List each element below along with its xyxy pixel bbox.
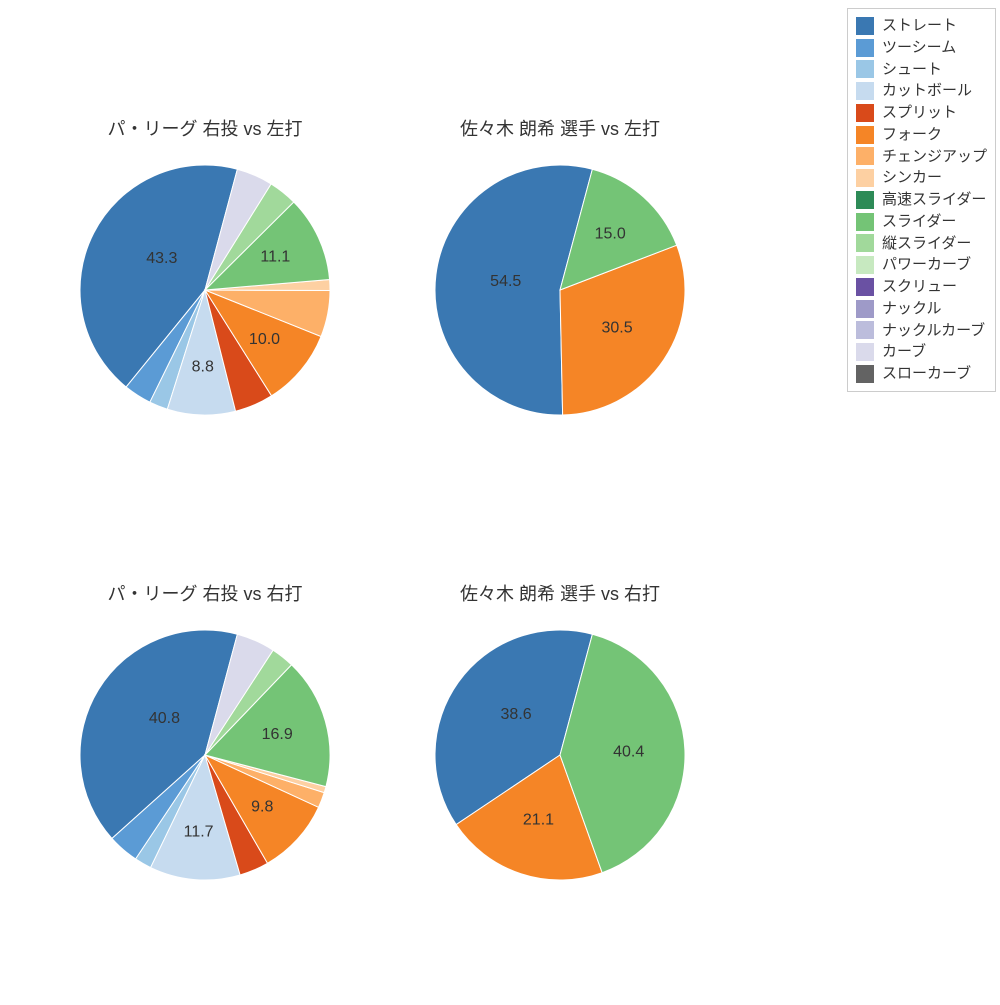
legend-item: 高速スライダー xyxy=(856,189,987,211)
legend-item: スローカーブ xyxy=(856,363,987,385)
legend-item: スプリット xyxy=(856,102,987,124)
legend: ストレートツーシームシュートカットボールスプリットフォークチェンジアップシンカー… xyxy=(847,8,996,392)
pie-slice-label: 11.1 xyxy=(260,249,290,266)
title-tl: パ・リーグ 右投 vs 左打 xyxy=(55,115,355,141)
legend-swatch xyxy=(856,365,874,383)
legend-swatch xyxy=(856,17,874,35)
pie-slice-label: 8.8 xyxy=(192,359,214,376)
pie-slice-label: 10.0 xyxy=(249,331,280,348)
title-bl: パ・リーグ 右投 vs 右打 xyxy=(55,580,355,606)
legend-label: チェンジアップ xyxy=(882,146,987,168)
legend-item: ナックル xyxy=(856,298,987,320)
legend-swatch xyxy=(856,213,874,231)
legend-label: ナックルカーブ xyxy=(882,320,985,342)
legend-swatch xyxy=(856,126,874,144)
legend-swatch xyxy=(856,169,874,187)
legend-item: チェンジアップ xyxy=(856,146,987,168)
legend-label: 縦スライダー xyxy=(882,233,971,255)
legend-item: カーブ xyxy=(856,341,987,363)
legend-swatch xyxy=(856,343,874,361)
legend-swatch xyxy=(856,300,874,318)
pie-slice-label: 15.0 xyxy=(595,225,626,242)
legend-label: ツーシーム xyxy=(882,37,956,59)
legend-label: シンカー xyxy=(882,167,942,189)
legend-label: ストレート xyxy=(882,15,957,37)
legend-item: パワーカーブ xyxy=(856,254,987,276)
legend-label: 高速スライダー xyxy=(882,189,986,211)
pie-slice-label: 21.1 xyxy=(523,812,554,829)
legend-swatch xyxy=(856,278,874,296)
pie-slice-label: 30.5 xyxy=(601,320,632,337)
legend-label: パワーカーブ xyxy=(882,254,971,276)
legend-item: スライダー xyxy=(856,211,987,233)
legend-item: シンカー xyxy=(856,167,987,189)
pie-slice-label: 11.7 xyxy=(184,823,214,840)
pie-slice-label: 16.9 xyxy=(262,726,293,743)
legend-swatch xyxy=(856,321,874,339)
legend-item: フォーク xyxy=(856,124,987,146)
pie-slice-label: 40.4 xyxy=(613,743,644,760)
legend-label: スライダー xyxy=(882,211,956,233)
pie-slice-label: 9.8 xyxy=(251,798,273,815)
pie-slice-label: 40.8 xyxy=(149,710,180,727)
legend-label: フォーク xyxy=(882,124,942,146)
title-br: 佐々木 朗希 選手 vs 右打 xyxy=(410,580,710,606)
legend-swatch xyxy=(856,60,874,78)
pie-slice-label: 38.6 xyxy=(501,706,532,723)
legend-swatch xyxy=(856,82,874,100)
legend-label: スローカーブ xyxy=(882,363,971,385)
pie-slice-label: 43.3 xyxy=(146,250,177,267)
legend-label: スクリュー xyxy=(882,276,957,298)
legend-swatch xyxy=(856,256,874,274)
legend-item: ツーシーム xyxy=(856,37,987,59)
legend-item: 縦スライダー xyxy=(856,233,987,255)
legend-swatch xyxy=(856,234,874,252)
legend-label: シュート xyxy=(882,59,942,81)
title-tr: 佐々木 朗希 選手 vs 左打 xyxy=(410,115,710,141)
legend-item: ストレート xyxy=(856,15,987,37)
legend-item: シュート xyxy=(856,59,987,81)
legend-swatch xyxy=(856,39,874,57)
legend-label: ナックル xyxy=(882,298,942,320)
legend-swatch xyxy=(856,104,874,122)
legend-item: ナックルカーブ xyxy=(856,320,987,342)
legend-swatch xyxy=(856,191,874,209)
legend-item: カットボール xyxy=(856,80,987,102)
legend-item: スクリュー xyxy=(856,276,987,298)
legend-label: カーブ xyxy=(882,341,926,363)
pie-slice-label: 54.5 xyxy=(490,273,521,290)
legend-label: スプリット xyxy=(882,102,957,124)
legend-label: カットボール xyxy=(882,80,972,102)
legend-swatch xyxy=(856,147,874,165)
